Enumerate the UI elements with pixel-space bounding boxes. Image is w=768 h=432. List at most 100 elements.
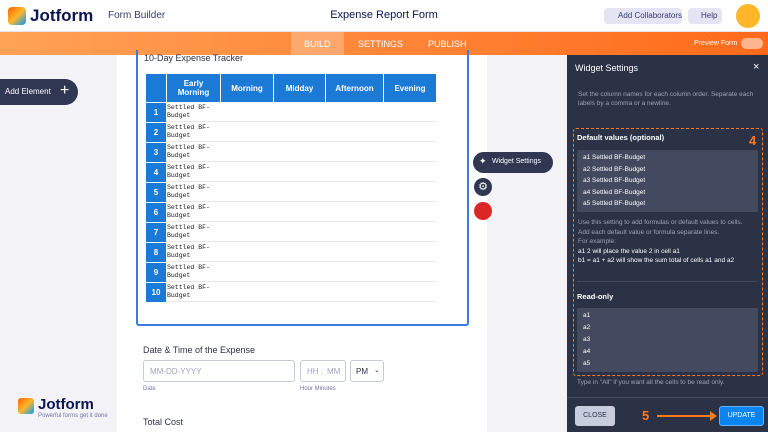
logo-icon: [8, 7, 26, 25]
cell[interactable]: Settled BF-Budget: [166, 182, 220, 202]
avatar[interactable]: [736, 4, 760, 28]
total-cost: Total Cost: [143, 417, 184, 427]
footer-tagline: Powerful forms get it done: [38, 413, 108, 419]
cell[interactable]: Settled BF-Budget: [166, 142, 220, 162]
cell[interactable]: [273, 142, 325, 162]
settings-panel: Widget Settings × Set the column names f…: [567, 55, 768, 432]
cell[interactable]: Settled BF-Budget: [166, 122, 220, 142]
cell[interactable]: [383, 222, 436, 242]
cell[interactable]: [383, 202, 436, 222]
logo: Jotform: [30, 6, 94, 25]
widget-settings: Widget Settings: [492, 158, 542, 165]
tab[interactable]: BUILD: [304, 39, 331, 49]
cell[interactable]: [273, 162, 325, 182]
cell[interactable]: [273, 282, 325, 302]
annotation: 4: [749, 133, 757, 148]
date-label: Date & Time of the Expense: [143, 345, 256, 355]
hour-input[interactable]: HH: MM: [300, 360, 346, 382]
colon: :: [321, 367, 324, 376]
help-button[interactable]: Help: [688, 8, 722, 24]
panel-title: Widget Settings: [575, 63, 639, 73]
close-icon[interactable]: ×: [753, 61, 760, 73]
cell[interactable]: Settled BF-Budget: [166, 162, 220, 182]
list-line: a5 Settled BF-Budget: [583, 200, 646, 208]
cell-text: Settled BF-Budget: [167, 284, 210, 299]
cell[interactable]: [383, 102, 436, 122]
cell[interactable]: [325, 142, 383, 162]
tab[interactable]: SETTINGS: [358, 39, 404, 49]
minute-placeholder: MM: [327, 367, 341, 376]
cell[interactable]: [273, 122, 325, 142]
collaborators: Add Collaborators: [618, 11, 683, 20]
preview-toggle[interactable]: [741, 38, 763, 49]
cell[interactable]: [273, 262, 325, 282]
cell[interactable]: [325, 202, 383, 222]
cell[interactable]: Settled BF-Budget: [166, 242, 220, 262]
cell[interactable]: [383, 182, 436, 202]
cell[interactable]: [325, 282, 383, 302]
cell[interactable]: [383, 262, 436, 282]
cell[interactable]: [383, 162, 436, 182]
add-element: Add Element: [5, 87, 51, 96]
cell[interactable]: Settled BF-Budget: [166, 262, 220, 282]
cell[interactable]: [220, 102, 273, 122]
cell[interactable]: [273, 102, 325, 122]
cell[interactable]: [325, 242, 383, 262]
preview-form: Preview Form: [694, 40, 738, 47]
cell[interactable]: [273, 182, 325, 202]
cell[interactable]: [325, 122, 383, 142]
tab[interactable]: PUBLISH: [428, 39, 467, 49]
ampm: PM: [356, 367, 368, 376]
cell[interactable]: [325, 182, 383, 202]
list-line: a3 Settled BF-Budget: [583, 177, 646, 185]
cell[interactable]: [325, 162, 383, 182]
cell[interactable]: [220, 182, 273, 202]
cell[interactable]: Settled BF-Budget: [166, 102, 220, 122]
readonly-input[interactable]: a1 a2 a3 a4 a5: [577, 308, 758, 372]
cell[interactable]: [383, 122, 436, 142]
cell[interactable]: [220, 282, 273, 302]
form-title: Expense Report Form: [330, 9, 438, 21]
divider: [577, 281, 758, 282]
row-number: 8: [146, 242, 166, 262]
collaborators-button[interactable]: Add Collaborators: [604, 8, 682, 24]
cell[interactable]: Settled BF-Budget: [166, 222, 220, 242]
tab-active-bg: [291, 32, 344, 55]
readonly-label: Read-only: [577, 292, 614, 301]
cell[interactable]: [325, 222, 383, 242]
wand-icon: ✦: [479, 156, 487, 166]
row-number: 1: [146, 102, 166, 122]
delete-button[interactable]: [474, 202, 492, 220]
cell[interactable]: [325, 262, 383, 282]
cell[interactable]: [383, 142, 436, 162]
cell[interactable]: [220, 122, 273, 142]
cell[interactable]: Settled BF-Budget: [166, 282, 220, 302]
cell[interactable]: [273, 202, 325, 222]
cell[interactable]: Settled BF-Budget: [166, 202, 220, 222]
update-button[interactable]: UPDATE: [719, 406, 764, 426]
help: Help: [701, 11, 718, 20]
widget-settings-button[interactable]: ✦ Widget Settings: [473, 152, 553, 173]
cell[interactable]: [220, 142, 273, 162]
default-values-input[interactable]: a1 Settled BF-Budget a2 Settled BF-Budget…: [577, 150, 758, 212]
cell[interactable]: [220, 222, 273, 242]
cell-text: Settled BF-Budget: [167, 164, 210, 179]
cell-text: Settled BF-Budget: [167, 244, 210, 259]
cell[interactable]: [273, 222, 325, 242]
cell[interactable]: [220, 202, 273, 222]
row-number: 10: [146, 282, 166, 302]
cell[interactable]: [383, 242, 436, 262]
add-element-button[interactable]: Add Element +: [0, 79, 78, 105]
widget[interactable]: 10-Day Expense Tracker Early Morning Morn…: [136, 50, 469, 326]
ampm-select[interactable]: PM ⌄: [350, 360, 384, 382]
close-button[interactable]: CLOSE: [575, 406, 615, 426]
cell[interactable]: [220, 162, 273, 182]
cell[interactable]: [325, 102, 383, 122]
cell[interactable]: [383, 282, 436, 302]
cell[interactable]: [273, 242, 325, 262]
cell[interactable]: [220, 242, 273, 262]
cell[interactable]: [220, 262, 273, 282]
date-input[interactable]: MM-DD-YYYY: [143, 360, 295, 382]
form-builder[interactable]: Form Builder: [108, 10, 166, 21]
gear-button[interactable]: ⚙: [474, 178, 492, 196]
